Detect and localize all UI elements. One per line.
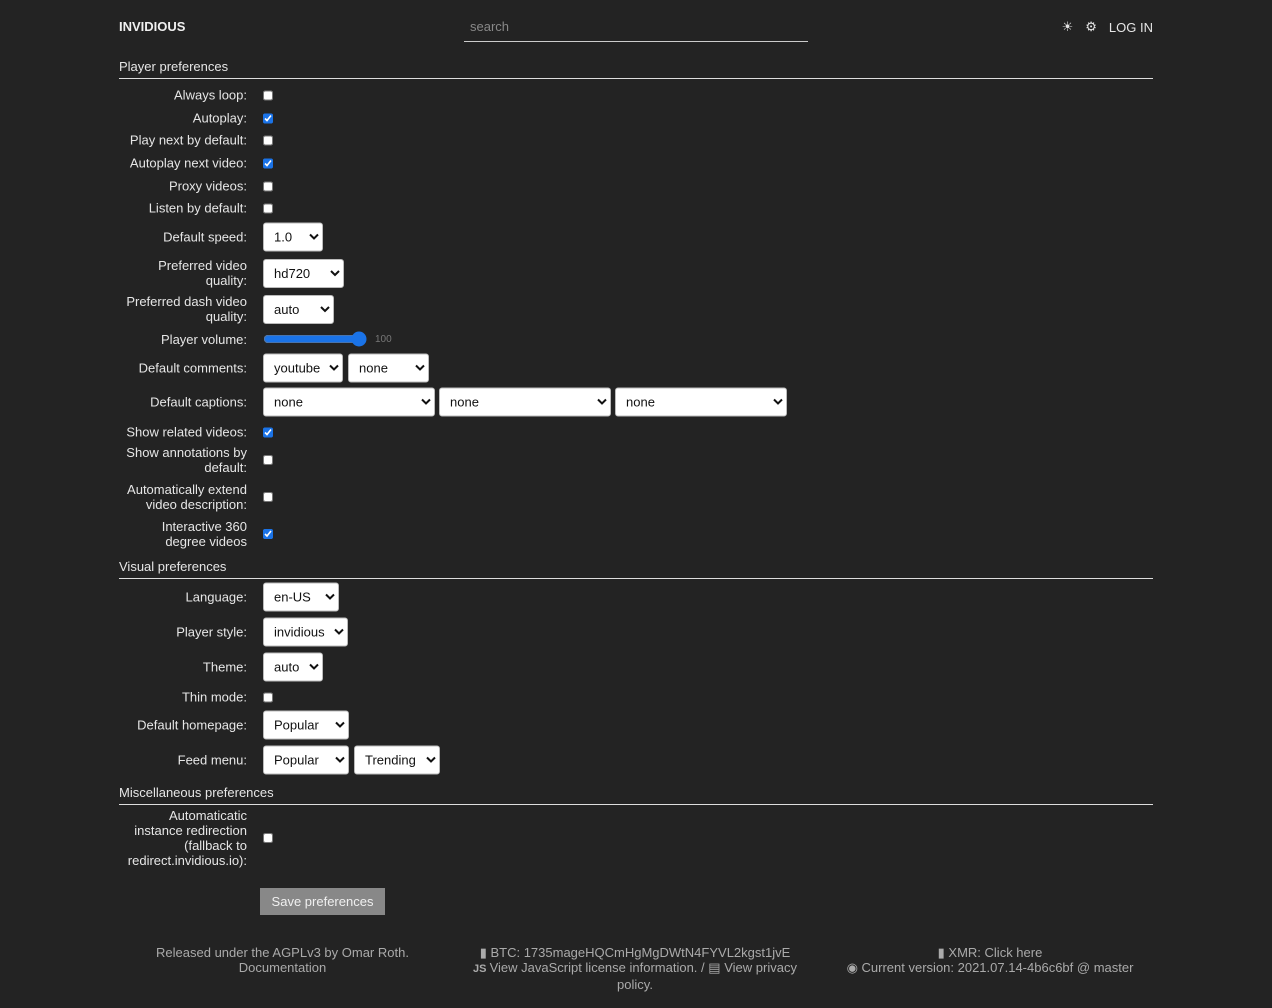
theme-label: Theme: [202,659,247,675]
quality-select[interactable]: hd720 [263,258,344,288]
feed-select-2[interactable]: Trending [354,745,440,775]
volume-value: 100 [375,333,392,345]
speed-row: Default speed: 1.0 [119,222,323,252]
proxy-row: Proxy videos: [119,179,273,194]
language-label: Language: [185,589,247,605]
captions-label: Default captions: [150,394,247,410]
misc-preferences-heading: Miscellaneous preferences [119,785,1153,805]
quality-label: Preferred video quality: [158,258,247,288]
annotations-label: Show annotations by default: [126,445,247,475]
annotations-checkbox[interactable] [263,455,273,465]
feed-label: Feed menu: [177,752,247,768]
always-loop-label: Always loop: [174,87,247,103]
brand-logo[interactable]: INVIDIOUS [119,19,186,34]
captions-select-2[interactable]: none [439,387,611,417]
homepage-select[interactable]: Popular [263,710,349,740]
autoplay-checkbox[interactable] [263,113,273,123]
thin-checkbox[interactable] [263,692,273,702]
captions-select-3[interactable]: none [615,387,787,417]
v360-label: Interactive 360 degree videos [161,519,247,549]
version-link[interactable]: Current version: 2021.07.14-4b6c6bf @ ma… [861,960,1134,975]
thin-label: Thin mode: [181,689,247,705]
volume-slider[interactable] [263,331,367,347]
player-style-row: Player style: invidious [119,617,348,647]
play-next-row: Play next by default: [119,133,273,148]
volume-row: Player volume: 100 [119,331,392,347]
related-label: Show related videos: [126,424,247,440]
theme-row: Theme: auto [119,652,323,682]
volume-label: Player volume: [161,331,247,347]
btc-address: BTC: 1735mageHQCmHgMgDWtN4FYVL2kgst1jvE [490,945,791,960]
privacy-policy-link[interactable]: View privacy policy. [617,960,797,992]
speed-label: Default speed: [163,229,247,245]
captions-row: Default captions: none none none [119,387,787,417]
wallet-icon: ▮ [479,945,491,960]
language-select[interactable]: en-US [263,582,339,612]
comments-select-2[interactable]: none [348,353,429,383]
v360-checkbox[interactable] [263,529,273,539]
v360-row: Interactive 360 degree videos [119,519,273,549]
language-row: Language: en-US [119,582,339,612]
related-row: Show related videos: [119,425,273,440]
always-loop-row: Always loop: [119,88,273,103]
separator: / [701,960,705,975]
autoplay-next-checkbox[interactable] [263,158,273,168]
redirect-label: Automaticatic instance redirection (fall… [127,808,247,868]
github-icon: ◉ [846,960,862,975]
comments-label: Default comments: [138,360,247,376]
license-text: Released under the AGPLv3 by Omar Roth. [156,945,409,960]
document-icon: ▤ [708,960,721,975]
autoplay-next-label: Autoplay next video: [129,155,247,171]
comments-row: Default comments: youtube none [119,353,429,383]
dash-label: Preferred dash video quality: [126,294,247,324]
extend-checkbox[interactable] [263,492,273,502]
search-input[interactable] [464,12,808,42]
dash-select[interactable]: auto [263,294,334,324]
redirect-row: Automaticatic instance redirection (fall… [119,808,273,868]
player-preferences-heading: Player preferences [119,59,1153,79]
player-style-select[interactable]: invidious [263,617,348,647]
visual-preferences-heading: Visual preferences [119,559,1153,579]
documentation-link[interactable]: Documentation [238,960,327,975]
always-loop-checkbox[interactable] [263,90,273,100]
comments-select-1[interactable]: youtube [263,353,343,383]
xmr-link[interactable]: XMR: Click here [948,945,1043,960]
thin-row: Thin mode: [119,690,273,705]
javascript-icon: JS [473,963,490,975]
proxy-checkbox[interactable] [263,181,273,191]
quality-row: Preferred video quality: hd720 [119,258,344,288]
listen-label: Listen by default: [148,200,247,216]
theme-toggle-icon[interactable]: ☀ [1061,19,1074,34]
login-link[interactable]: LOG IN [1108,19,1153,35]
autoplay-next-row: Autoplay next video: [119,156,273,171]
wallet-icon: ▮ [937,945,949,960]
theme-select[interactable]: auto [263,652,323,682]
autoplay-label: Autoplay: [192,110,247,126]
listen-row: Listen by default: [119,201,273,216]
player-style-label: Player style: [176,624,247,640]
listen-checkbox[interactable] [263,203,273,213]
annotations-row: Show annotations by default: [119,445,273,475]
js-license-link[interactable]: View JavaScript license information. [489,960,698,975]
speed-select[interactable]: 1.0 [263,222,323,252]
autoplay-row: Autoplay: [119,111,273,126]
save-preferences-button[interactable]: Save preferences [260,888,385,915]
redirect-checkbox[interactable] [263,833,273,843]
feed-select-1[interactable]: Popular [263,745,349,775]
captions-select-1[interactable]: none [263,387,435,417]
preferences-icon[interactable]: ⚙ [1085,19,1097,34]
proxy-label: Proxy videos: [168,178,247,194]
homepage-row: Default homepage: Popular [119,710,349,740]
feed-row: Feed menu: Popular Trending [119,745,440,775]
extend-label: Automatically extend video description: [127,482,247,512]
dash-row: Preferred dash video quality: auto [119,294,334,324]
extend-row: Automatically extend video description: [119,482,273,512]
play-next-checkbox[interactable] [263,135,273,145]
homepage-label: Default homepage: [137,717,247,733]
play-next-label: Play next by default: [129,132,247,148]
related-checkbox[interactable] [263,427,273,437]
